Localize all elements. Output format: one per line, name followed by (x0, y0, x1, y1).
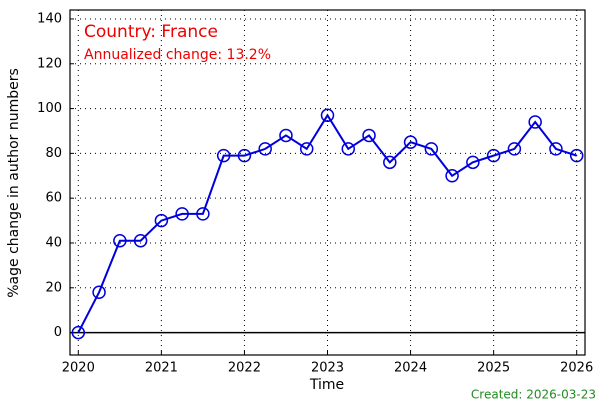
data-point (507, 142, 522, 156)
x-tick-label: 2026 (560, 361, 593, 376)
data-point (341, 142, 356, 156)
x-tick-label: 2022 (228, 361, 261, 376)
data-point (383, 155, 397, 170)
data-point (258, 142, 272, 156)
data-point (486, 148, 501, 163)
x-tick-label: 2024 (394, 361, 427, 376)
x-axis-label: Time (309, 377, 344, 393)
data-point (466, 155, 480, 170)
data-point (424, 142, 439, 156)
data-point (362, 128, 376, 143)
plot-frame (69, 9, 586, 356)
x-tick-label: 2020 (62, 361, 95, 376)
y-tick-label: 0 (54, 325, 62, 340)
annotation: Annualized change: 13.2% (84, 47, 271, 63)
data-point (216, 148, 231, 163)
data-point (549, 142, 563, 156)
data-point (237, 148, 252, 163)
y-tick-label: 40 (45, 235, 62, 250)
data-point (299, 142, 314, 156)
data-point (154, 213, 169, 228)
data-point (71, 325, 86, 340)
data-point (279, 128, 293, 143)
data-point (403, 135, 418, 149)
data-point (196, 207, 210, 221)
y-tick-label: 20 (45, 280, 62, 295)
y-tick-label: 120 (37, 56, 62, 71)
y-tick-label: 100 (37, 101, 62, 116)
data-point (445, 169, 459, 183)
y-axis-label: %age change in author numbers (6, 68, 22, 298)
x-tick-label: 2025 (477, 361, 510, 376)
y-tick-label: 80 (45, 146, 62, 161)
data-point (320, 108, 335, 123)
x-tick-label: 2023 (311, 361, 344, 376)
annotation: Country: France (84, 22, 218, 42)
data-point (528, 115, 542, 129)
y-tick-label: 140 (37, 11, 62, 26)
y-tick-label: 60 (45, 191, 62, 206)
data-line (77, 113, 578, 334)
data-point (133, 233, 148, 248)
data-point (175, 207, 189, 221)
data-point (92, 285, 106, 300)
footer: Created: 2026-03-23 (471, 388, 596, 400)
x-tick-label: 2021 (145, 361, 178, 376)
data-point (113, 233, 127, 248)
data-point (569, 148, 584, 163)
